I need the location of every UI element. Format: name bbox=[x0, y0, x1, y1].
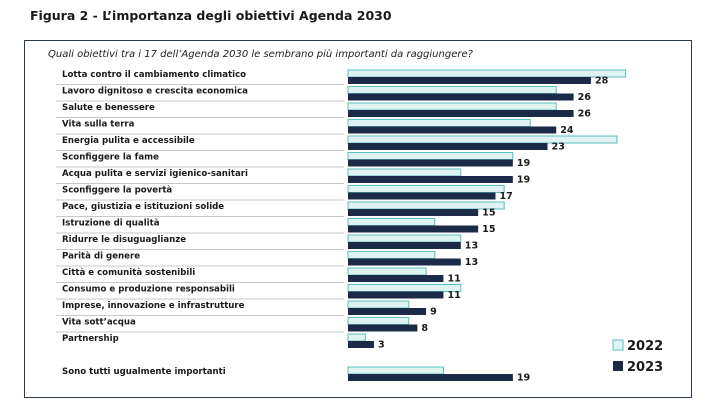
bar-2022 bbox=[347, 86, 557, 94]
bar-2022 bbox=[347, 251, 436, 259]
category-row: Città e comunità sostenibili 11 bbox=[56, 267, 461, 285]
bar-2023 bbox=[348, 308, 427, 315]
chart-frame bbox=[24, 40, 692, 398]
category-row: Consumo e produzione responsabili 11 bbox=[56, 284, 462, 301]
legend-swatch bbox=[612, 339, 624, 351]
bar-2022 bbox=[347, 366, 444, 375]
data-label: 23 bbox=[552, 142, 565, 153]
category-row: Ridurre le disuguaglianze 13 bbox=[56, 234, 478, 252]
bar-2022 bbox=[347, 317, 410, 325]
category-label: Parità di genere bbox=[62, 252, 140, 262]
bar-2023 bbox=[348, 209, 479, 216]
data-label: 28 bbox=[595, 76, 609, 87]
data-label: 13 bbox=[465, 257, 478, 268]
bar-2023 bbox=[348, 374, 513, 381]
bar-2022 bbox=[347, 135, 618, 144]
bar-2023 bbox=[348, 93, 574, 101]
data-label: 26 bbox=[578, 92, 592, 103]
data-label: 13 bbox=[465, 241, 478, 252]
category-label: Lotta contro il cambiamento climatico bbox=[62, 70, 246, 80]
category-row: Istruzione di qualità 15 bbox=[56, 218, 496, 235]
data-label: 15 bbox=[482, 224, 495, 235]
category-row: Lotta contro il cambiamento climatico 28 bbox=[56, 69, 627, 87]
figure-title: Figura 2 - L’importanza degli obiettivi … bbox=[30, 8, 392, 23]
category-row: Partnership 3 bbox=[62, 333, 385, 351]
category-label: Pace, giustizia e istituzioni solide bbox=[62, 202, 224, 212]
chart-question: Quali obiettivi tra i 17 dell’Agenda 203… bbox=[48, 49, 473, 60]
legend-label: 2023 bbox=[627, 360, 663, 375]
category-label: Lavoro dignitoso e crescita economica bbox=[62, 87, 248, 97]
category-row: Sconfiggere la fame 19 bbox=[56, 152, 531, 169]
data-label: 19 bbox=[517, 175, 531, 186]
bar-2023 bbox=[348, 258, 461, 266]
legend-swatch bbox=[613, 361, 623, 371]
data-label: 3 bbox=[378, 340, 385, 351]
category-row: Lavoro dignitoso e crescita economica 26 bbox=[56, 86, 592, 103]
category-label: Energia pulita e accessibile bbox=[62, 136, 195, 146]
data-label: 19 bbox=[517, 158, 531, 169]
category-label: Sconfiggere la povertà bbox=[62, 186, 172, 196]
bar-2023 bbox=[348, 159, 513, 167]
data-label: 24 bbox=[560, 125, 574, 136]
bar-2023 bbox=[348, 341, 375, 348]
legend-label: 2022 bbox=[627, 339, 663, 354]
bar-2023 bbox=[348, 225, 479, 233]
category-label: Vita sulla terra bbox=[62, 120, 135, 130]
data-label: 8 bbox=[421, 323, 428, 334]
category-row: Acqua pulita e servizi igienico-sanitari… bbox=[56, 168, 531, 186]
bar-2023 bbox=[348, 176, 513, 183]
bar-2022 bbox=[347, 152, 514, 160]
bar-2022 bbox=[347, 333, 366, 342]
category-row: Vita sott’acqua 8 bbox=[56, 317, 428, 334]
data-label: 15 bbox=[482, 208, 495, 219]
bar-2023 bbox=[348, 242, 461, 249]
category-row: Salute e benessere 26 bbox=[56, 102, 592, 120]
legend: 2022 2023 bbox=[612, 339, 663, 375]
bar-2022 bbox=[347, 267, 427, 276]
bar-2023 bbox=[348, 110, 574, 117]
category-label: Salute e benessere bbox=[62, 103, 155, 113]
category-label: Città e comunità sostenibili bbox=[62, 268, 195, 278]
bar-2022 bbox=[347, 300, 410, 309]
bar-2023 bbox=[348, 77, 591, 84]
bar-2022 bbox=[347, 234, 462, 243]
category-label: Sono tutti ugualmente importanti bbox=[62, 367, 226, 377]
category-label: Consumo e produzione responsabili bbox=[62, 285, 235, 295]
bar-2023 bbox=[348, 324, 418, 332]
bar-2022 bbox=[347, 284, 462, 292]
category-label: Istruzione di qualità bbox=[62, 219, 160, 229]
bar-2022 bbox=[347, 218, 436, 226]
bar-2023 bbox=[348, 192, 496, 200]
data-label: 17 bbox=[500, 191, 513, 202]
category-row: Energia pulita e accessibile 23 bbox=[56, 135, 618, 153]
category-row: Sconfiggere la povertà 17 bbox=[56, 185, 513, 202]
category-row: Imprese, innovazione e infrastrutture 9 bbox=[56, 300, 437, 318]
data-label: 9 bbox=[430, 307, 437, 318]
data-label: 19 bbox=[517, 373, 531, 384]
category-label: Sconfiggere la fame bbox=[62, 153, 159, 163]
bar-2023 bbox=[348, 143, 548, 150]
bar-2022 bbox=[347, 69, 627, 78]
data-label: 26 bbox=[578, 109, 592, 120]
bar-2022 bbox=[347, 168, 462, 177]
data-label: 11 bbox=[447, 274, 461, 285]
bar-2022 bbox=[347, 201, 505, 210]
category-row: Pace, giustizia e istituzioni solide 15 bbox=[56, 201, 505, 219]
category-label: Vita sott’acqua bbox=[62, 318, 136, 328]
bar-2023 bbox=[348, 126, 557, 134]
category-label: Acqua pulita e servizi igienico-sanitari bbox=[62, 169, 248, 179]
category-row: Parità di genere 13 bbox=[56, 251, 478, 268]
category-label: Ridurre le disuguaglianze bbox=[62, 235, 186, 245]
bar-2023 bbox=[348, 291, 444, 299]
category-label: Partnership bbox=[62, 334, 119, 344]
bar-2022 bbox=[347, 102, 557, 111]
category-label: Imprese, innovazione e infrastrutture bbox=[62, 301, 245, 311]
bar-2022 bbox=[347, 119, 531, 127]
bar-2023 bbox=[348, 275, 444, 282]
bar-2022 bbox=[347, 185, 505, 193]
data-label: 11 bbox=[447, 290, 461, 301]
category-row: Sono tutti ugualmente importanti 19 bbox=[62, 366, 531, 384]
category-row: Vita sulla terra 24 bbox=[56, 119, 574, 136]
